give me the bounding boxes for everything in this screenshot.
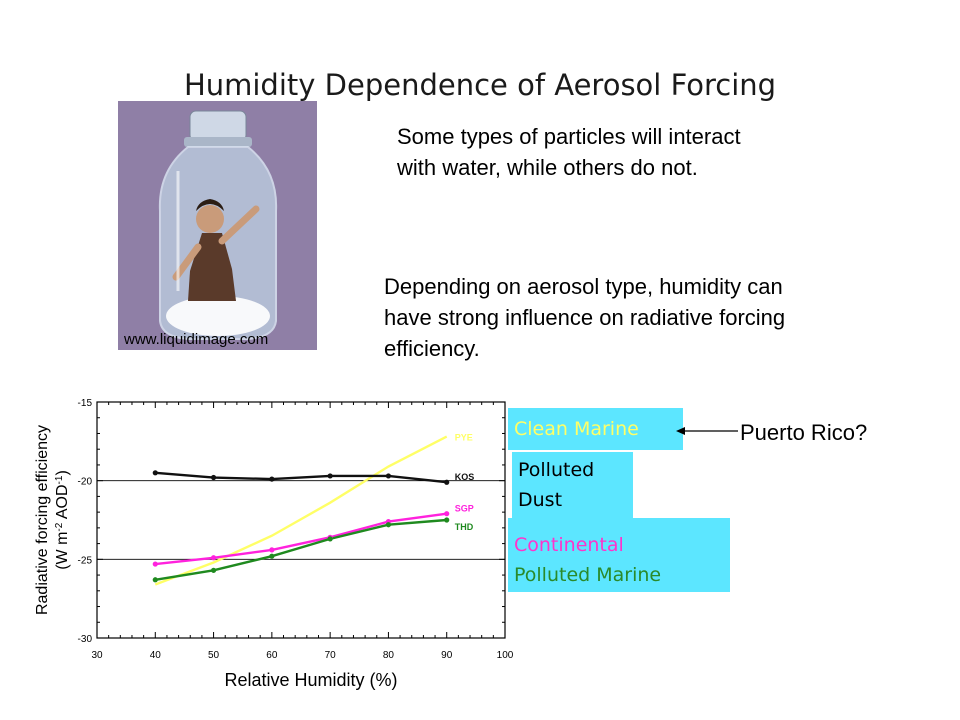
y-tick-label: -20 xyxy=(78,477,93,488)
x-axis-label: Relative Humidity (%) xyxy=(224,670,397,690)
humidity-text-line: Depending on aerosol type, humidity can xyxy=(384,274,783,299)
y-axis-unit-part: (W m xyxy=(54,532,71,570)
legend-clean-marine: Clean Marine xyxy=(514,418,639,440)
data-point-kos xyxy=(327,473,333,479)
data-point-kos xyxy=(444,479,450,485)
series-label-kos: KOS xyxy=(455,472,475,482)
y-axis-unit-exponent: -1 xyxy=(54,475,65,484)
y-axis-label: Radiative forcing efficiency (W m-2 AOD-1… xyxy=(34,425,71,615)
y-axis-unit-part: AOD xyxy=(54,484,71,522)
y-axis-unit-exponent: -2 xyxy=(54,522,65,531)
series-label-thd: THD xyxy=(455,522,474,532)
data-point-thd xyxy=(327,536,333,542)
slide-title: Humidity Dependence of Aerosol Forcing xyxy=(183,68,777,102)
y-tick-label: -25 xyxy=(78,555,93,566)
x-tick-label: 30 xyxy=(91,650,103,661)
legend-clean-marine-box: Clean Marine xyxy=(508,408,683,450)
data-point-sgp xyxy=(269,547,275,553)
series-label-pye: PYE xyxy=(455,433,473,443)
humidity-text-line: efficiency. xyxy=(384,336,480,361)
legend-polluted-dust-line: Dust xyxy=(518,489,563,511)
data-point-kos xyxy=(152,470,158,476)
series-line-pye xyxy=(154,435,448,586)
series-line-thd xyxy=(155,518,447,581)
series-label-sgp: SGP xyxy=(455,504,474,514)
series-line-kos xyxy=(155,471,447,484)
x-tick-label: 90 xyxy=(441,650,453,661)
legend-polluted-marine: Polluted Marine xyxy=(514,564,662,586)
data-point-thd xyxy=(210,567,217,573)
x-tick-label: 60 xyxy=(266,650,278,661)
person-in-salt-shaker-image xyxy=(118,101,317,350)
data-point-sgp xyxy=(152,561,158,567)
x-tick-label: 100 xyxy=(497,650,514,661)
callout-arrow xyxy=(676,427,738,435)
salt-shaker-photo: www.liquidimage.com xyxy=(118,101,317,350)
particles-text-line: Some types of particles will interact xyxy=(397,124,741,149)
data-point-thd xyxy=(444,517,450,523)
photo-caption: www.liquidimage.com xyxy=(124,331,269,348)
humidity-text: Depending on aerosol type, humidity can … xyxy=(384,271,904,364)
data-point-thd xyxy=(152,577,158,583)
y-tick-label: -30 xyxy=(78,634,93,645)
forcing-efficiency-chart: 30 40 50 60 70 80 90 100 -15 -20 -25 -30 PYE KOS SGP T… xyxy=(34,398,514,690)
data-point-kos xyxy=(385,473,392,479)
x-tick-label: 70 xyxy=(325,650,337,661)
particles-text-line: with water, while others do not. xyxy=(397,155,698,180)
y-axis-unit-part: ) xyxy=(54,470,71,475)
data-point-thd xyxy=(385,522,392,528)
y-axis-unit: (W m-2 AOD-1) xyxy=(54,470,72,570)
puerto-rico-callout: Puerto Rico? xyxy=(740,420,868,445)
particles-text: Some types of particles will interact wi… xyxy=(397,121,847,183)
x-tick-label: 80 xyxy=(383,650,395,661)
x-tick-label: 50 xyxy=(208,650,220,661)
data-point-sgp xyxy=(444,511,450,517)
legend-continental: Continental xyxy=(514,534,624,556)
data-point-kos xyxy=(210,474,217,481)
data-point-sgp xyxy=(210,555,217,561)
plot-frame xyxy=(96,401,506,639)
humidity-text-line: have strong influence on radiative forci… xyxy=(384,305,786,330)
data-point-thd xyxy=(269,553,275,559)
x-tick-label: 40 xyxy=(150,650,162,661)
series-line-sgp xyxy=(155,512,447,566)
data-point-kos xyxy=(269,476,275,482)
y-tick-label: -15 xyxy=(78,398,93,409)
y-axis-label-line: Radiative forcing efficiency xyxy=(34,425,51,615)
legend-polluted-dust-box: Polluted Dust xyxy=(512,452,633,518)
legend-polluted-dust-line: Polluted xyxy=(518,459,595,481)
legend-continental-box: Continental Polluted Marine xyxy=(508,518,730,592)
